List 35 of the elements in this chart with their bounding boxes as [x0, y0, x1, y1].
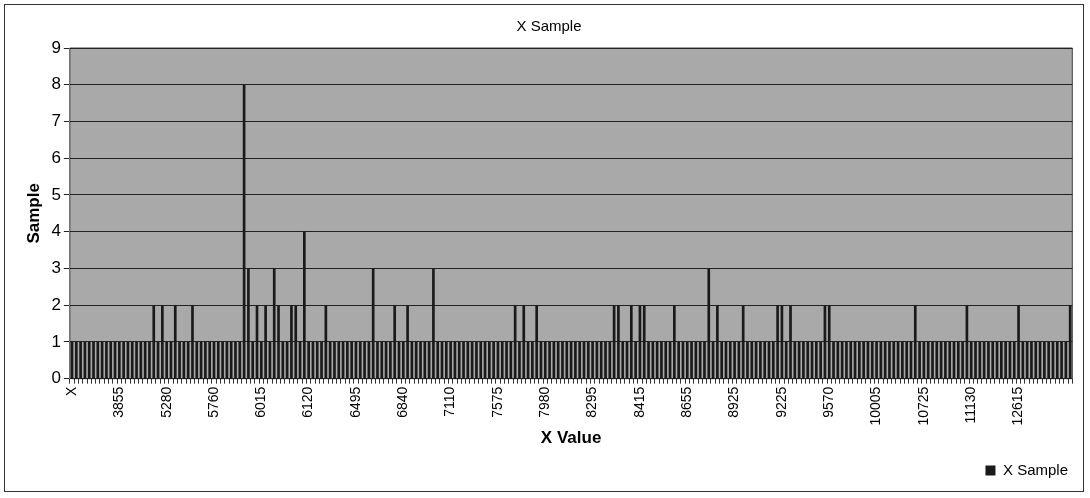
x-tick-label: 10725: [914, 386, 931, 426]
x-tick-label: 5280: [157, 386, 174, 418]
y-axis-title: Sample: [23, 183, 43, 244]
x-axis-title: X Value: [540, 428, 602, 448]
x-tick-label: 12615: [1009, 386, 1026, 426]
x-tick-label: 8655: [678, 386, 695, 418]
x-tick-label: 10005: [867, 386, 884, 426]
x-tick-label: 11130: [962, 386, 979, 424]
x-tick-label: 7110: [441, 386, 458, 417]
y-tick-label: 4: [51, 221, 61, 241]
y-tick-label: 6: [51, 147, 61, 167]
x-tick-label: 6015: [252, 386, 269, 418]
y-tick-label: 2: [51, 294, 61, 314]
y-tick-label: 8: [51, 74, 61, 94]
x-tick-label: 7575: [488, 386, 505, 418]
y-tick-label: 5: [51, 184, 61, 204]
x-tick-label: X: [62, 386, 79, 397]
x-tick-label: 5760: [204, 386, 221, 418]
x-tick-label: 9570: [820, 386, 837, 418]
y-tick-label: 7: [51, 111, 61, 131]
y-tick-label: 0: [51, 368, 61, 388]
y-tick-label: 9: [51, 37, 61, 57]
legend-label: X Sample: [1002, 460, 1069, 478]
x-tick-label: 8415: [630, 386, 647, 418]
x-tick-label: 6840: [394, 386, 411, 418]
chart-title: X Sample: [516, 17, 582, 35]
x-tick-label: 3855: [110, 386, 127, 418]
x-tick-label: 8295: [583, 386, 600, 418]
y-tick-label: 3: [51, 258, 61, 278]
y-tick-label: 1: [51, 331, 61, 351]
x-tick-label: 8925: [725, 386, 742, 418]
x-tick-label: 6495: [346, 386, 363, 418]
x-tick-label: 9225: [772, 386, 789, 418]
x-tick-label: 7980: [536, 386, 553, 418]
x-tick-label: 6120: [299, 386, 316, 418]
